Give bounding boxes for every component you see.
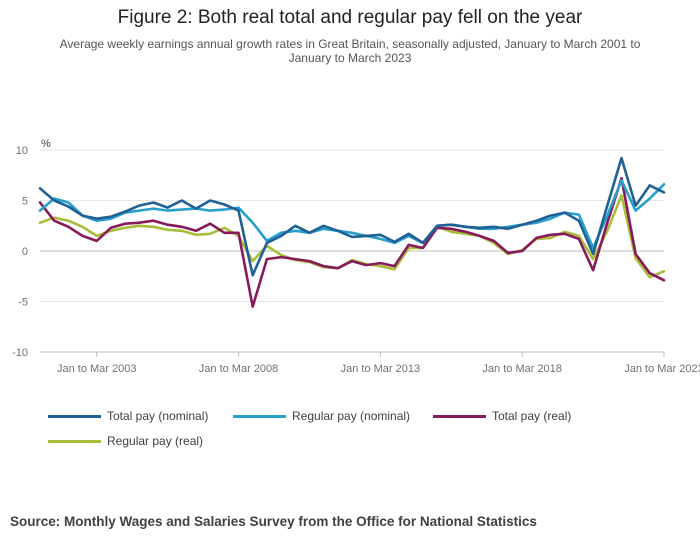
legend-swatch [233, 414, 286, 418]
y-tick-label: 10 [16, 145, 28, 157]
x-tick-label: Jan to Mar 2018 [482, 363, 562, 375]
legend-swatch [48, 414, 101, 418]
legend-swatch [48, 439, 101, 443]
y-tick-label: 5 [22, 196, 28, 208]
legend-label: Regular pay (real) [107, 434, 204, 448]
x-tick-label: Jan to Mar 2003 [57, 363, 137, 375]
legend-label: Regular pay (nominal) [292, 409, 411, 423]
y-tick-label: 0 [22, 246, 28, 258]
y-tick-label: -10 [12, 347, 28, 359]
series-line [38, 177, 666, 308]
x-tick-label: Jan to Mar 2023 [624, 363, 700, 375]
legend-label: Total pay (real) [492, 409, 572, 423]
y-axis-label: % [41, 138, 51, 150]
legend-item-regular-nominal[interactable]: Regular pay (nominal) [233, 409, 410, 423]
x-tick-label: Jan to Mar 2013 [341, 363, 421, 375]
series-line [38, 156, 666, 277]
y-tick-label: -5 [18, 297, 28, 309]
x-tick-label: Jan to Mar 2008 [199, 363, 279, 375]
legend-item-total-nominal[interactable]: Total pay (nominal) [48, 409, 208, 423]
chart-subtitle: Average weekly earnings annual growth ra… [59, 37, 641, 65]
source-note: Source: Monthly Wages and Salaries Surve… [10, 514, 537, 529]
legend-item-regular-real[interactable]: Regular pay (real) [48, 434, 203, 448]
legend-swatch [433, 414, 486, 418]
legend-item-total-real[interactable]: Total pay (real) [433, 409, 571, 423]
line-chart: 10 5 0 -5 -10% Jan to Mar 2003 Jan to Mar 2008… [12, 138, 700, 375]
chart-title: Figure 2: Both real total and regular pa… [117, 7, 583, 28]
legend-label: Total pay (nominal) [107, 409, 209, 423]
